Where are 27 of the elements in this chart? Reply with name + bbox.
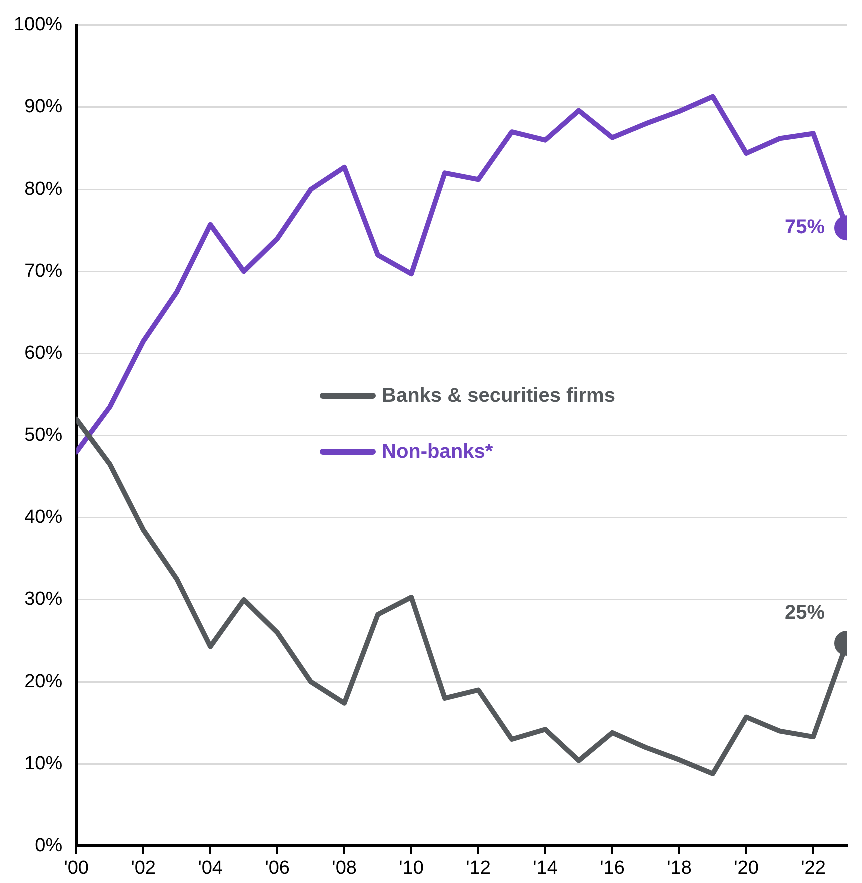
x-tick-label: '16 (600, 858, 625, 879)
x-tick-label: '08 (332, 858, 357, 879)
y-tick-label: 10% (24, 753, 63, 774)
x-tick-label: '10 (399, 858, 424, 879)
y-tick-label: 20% (24, 671, 63, 692)
x-tick-label: '20 (734, 858, 759, 879)
y-tick-label: 80% (24, 178, 63, 200)
x-tick-label: '18 (667, 858, 692, 879)
x-tick-label: '12 (466, 858, 491, 879)
x-tick-label: '22 (801, 858, 826, 879)
x-tick-label: '04 (198, 858, 224, 879)
y-tick-label: 100% (14, 14, 63, 36)
x-tick-label: '00 (64, 858, 89, 879)
y-tick-label: 50% (24, 425, 63, 446)
data-label: 75% (784, 216, 826, 239)
x-tick-label: '14 (533, 858, 558, 879)
x-tick-label: '02 (131, 858, 156, 879)
y-tick-label: 60% (24, 342, 63, 364)
data-label: 25% (784, 602, 826, 624)
y-tick-label: 90% (24, 96, 63, 118)
y-tick-label: 40% (24, 507, 63, 528)
y-tick-label: 0% (35, 835, 63, 856)
y-tick-label: 70% (24, 260, 63, 282)
y-tick-label: 30% (24, 589, 63, 610)
x-tick-label: '06 (265, 858, 290, 879)
legend-label: Non-banks* (382, 440, 494, 464)
legend-label: Banks & securities firms (382, 384, 616, 408)
